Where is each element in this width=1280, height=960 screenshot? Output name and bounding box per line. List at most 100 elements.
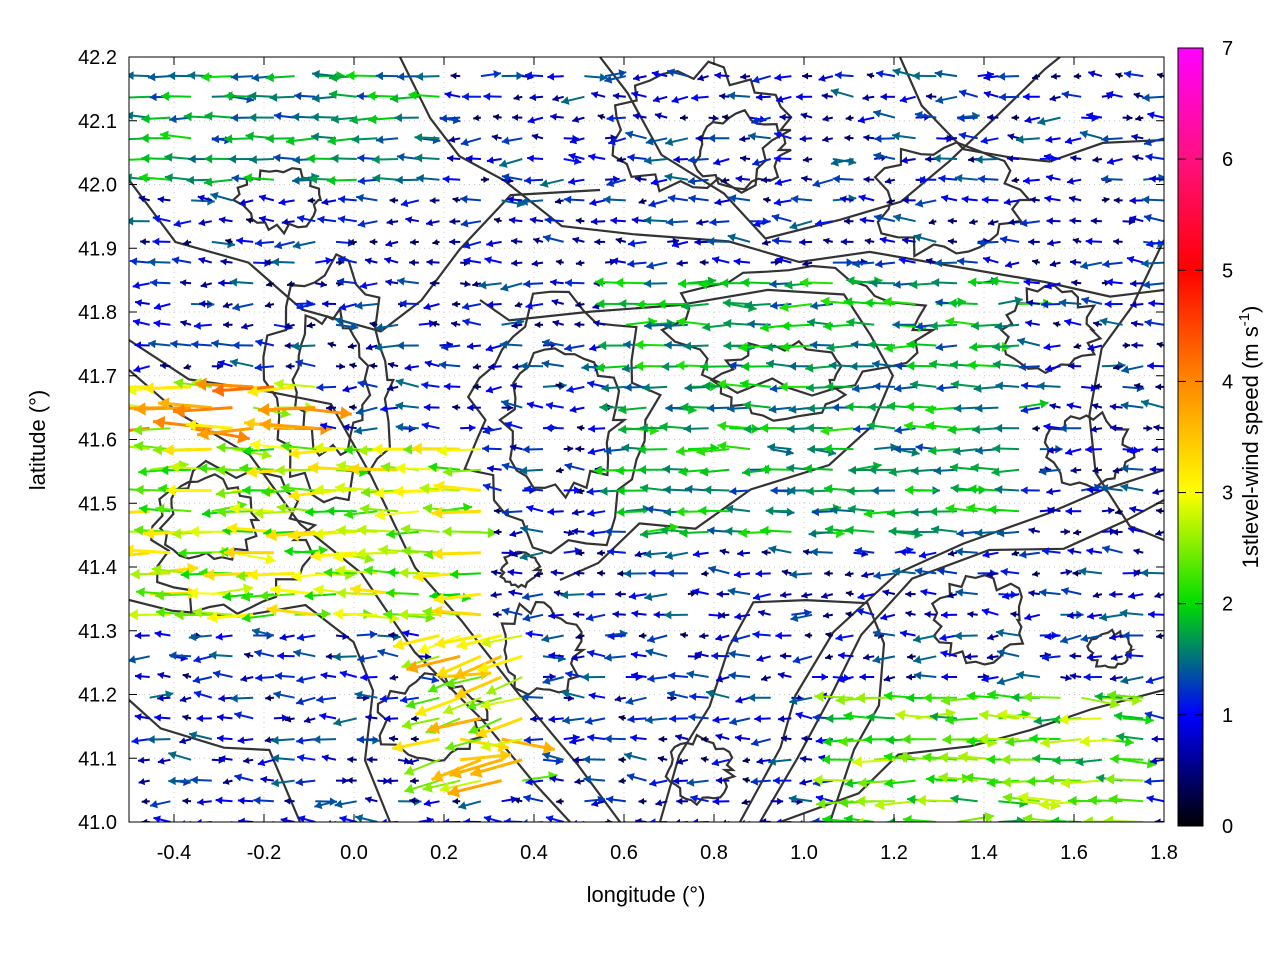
wind-vector-head bbox=[680, 402, 689, 412]
wind-vector-head bbox=[388, 631, 395, 639]
wind-vector-head bbox=[915, 199, 924, 208]
wind-vector-head bbox=[948, 298, 957, 308]
wind-vector-head bbox=[863, 734, 872, 745]
wind-vector-head bbox=[775, 818, 782, 822]
wind-vector-head bbox=[217, 713, 224, 722]
wind-vector-head bbox=[853, 424, 861, 434]
wind-vector-head bbox=[395, 422, 404, 432]
wind-vector-head bbox=[246, 466, 257, 479]
wind-vector-head bbox=[132, 281, 140, 290]
wind-vector-head bbox=[650, 178, 659, 186]
wind-vector-head bbox=[1134, 569, 1141, 576]
wind-vector-head bbox=[715, 733, 723, 741]
wind-vector-head bbox=[945, 708, 956, 720]
wind-vector-head bbox=[230, 358, 239, 368]
wind-vector-head bbox=[923, 692, 932, 703]
wind-vector-head bbox=[1104, 300, 1112, 309]
wind-vector-head bbox=[246, 217, 253, 224]
wind-vector-head bbox=[1037, 381, 1045, 391]
wind-vector-head bbox=[690, 794, 698, 803]
wind-vector-head bbox=[305, 507, 314, 517]
wind-vector-head bbox=[238, 817, 245, 822]
wind-vector-head bbox=[644, 592, 653, 602]
wind-vector-head bbox=[270, 584, 281, 596]
wind-vector-head bbox=[1028, 527, 1036, 535]
wind-vector-head bbox=[576, 487, 583, 495]
wind-vector-head bbox=[645, 648, 654, 657]
wind-vector-head bbox=[336, 460, 347, 472]
wind-vector-head bbox=[844, 814, 853, 822]
wind-vector-head bbox=[914, 567, 923, 576]
wind-vector-head bbox=[1069, 652, 1076, 660]
wind-vector-head bbox=[236, 570, 246, 582]
wind-vector-head bbox=[466, 154, 473, 163]
wind-vector-head bbox=[611, 257, 619, 265]
wind-vector-head bbox=[607, 547, 615, 556]
wind-vector-head bbox=[385, 240, 393, 248]
wind-vector-head bbox=[723, 341, 732, 351]
wind-vector-head bbox=[454, 687, 467, 699]
wind-vector-head bbox=[295, 359, 304, 368]
wind-vector-head bbox=[389, 674, 396, 681]
wind-vector-head bbox=[806, 423, 814, 433]
wind-vector-head bbox=[898, 256, 906, 265]
wind-vector-head bbox=[632, 112, 640, 120]
wind-vector-head bbox=[241, 612, 251, 623]
wind-vector-head bbox=[712, 256, 720, 264]
wind-vector-head bbox=[342, 423, 350, 431]
x-tick-label: 0.0 bbox=[340, 842, 368, 864]
wind-vector-head bbox=[438, 360, 447, 370]
wind-vector-head bbox=[1146, 239, 1154, 248]
wind-vector-head bbox=[1017, 337, 1026, 346]
wind-vector-head bbox=[116, 344, 123, 351]
wind-vector-head bbox=[649, 818, 656, 822]
wind-vector-head bbox=[885, 177, 892, 185]
wind-vector-head bbox=[328, 89, 338, 100]
wind-vector-head bbox=[1047, 446, 1054, 454]
wind-vector-head bbox=[366, 343, 373, 351]
wind-vector-head bbox=[189, 731, 198, 740]
wind-vector-head bbox=[886, 401, 896, 411]
wind-vector-head bbox=[354, 690, 363, 700]
y-axis-ticks: 41.041.141.241.341.441.541.641.741.841.9… bbox=[78, 47, 1164, 834]
wind-vector-head bbox=[846, 486, 855, 496]
wind-vector-head bbox=[363, 565, 373, 576]
wind-vector-head bbox=[1107, 506, 1115, 515]
wind-vector-head bbox=[969, 342, 978, 352]
wind-vector-shaft bbox=[977, 821, 984, 822]
wind-vector-head bbox=[264, 736, 271, 744]
wind-vector-head bbox=[768, 757, 776, 766]
wind-vector-head bbox=[676, 317, 686, 327]
wind-vector-head bbox=[846, 258, 854, 267]
wind-vector-shaft bbox=[129, 345, 130, 347]
wind-vector-head bbox=[399, 299, 407, 308]
wind-vector-head bbox=[1093, 320, 1100, 328]
wind-vector-head bbox=[508, 216, 516, 224]
wind-vector-head bbox=[595, 277, 604, 287]
contour-line bbox=[873, 141, 1032, 259]
wind-vector-head bbox=[803, 464, 812, 474]
wind-vector-head bbox=[1148, 299, 1155, 308]
wind-vector-head bbox=[217, 362, 223, 370]
wind-vector-head bbox=[449, 217, 456, 225]
wind-vector-head bbox=[1058, 713, 1069, 726]
wind-vector-head bbox=[129, 655, 136, 664]
wind-vector-head bbox=[486, 300, 494, 309]
wind-vector-head bbox=[387, 567, 396, 578]
wind-vector-head bbox=[902, 814, 912, 822]
wind-vector-head bbox=[153, 319, 161, 328]
wind-vector-head bbox=[275, 464, 285, 476]
wind-vector-head bbox=[117, 799, 123, 806]
wind-vector-head bbox=[844, 778, 854, 788]
wind-vector-head bbox=[694, 238, 701, 246]
wind-vector-head bbox=[770, 486, 778, 495]
wind-vector-head bbox=[984, 812, 995, 822]
wind-vector-head bbox=[117, 694, 123, 701]
wind-vector-shaft bbox=[620, 821, 626, 822]
wind-vector-head bbox=[566, 385, 574, 394]
wind-vector-head bbox=[596, 299, 605, 309]
wind-vector-head bbox=[883, 752, 893, 762]
wind-vector-head bbox=[550, 113, 557, 121]
wind-vector-head bbox=[316, 383, 324, 392]
wind-vector-head bbox=[410, 735, 417, 743]
